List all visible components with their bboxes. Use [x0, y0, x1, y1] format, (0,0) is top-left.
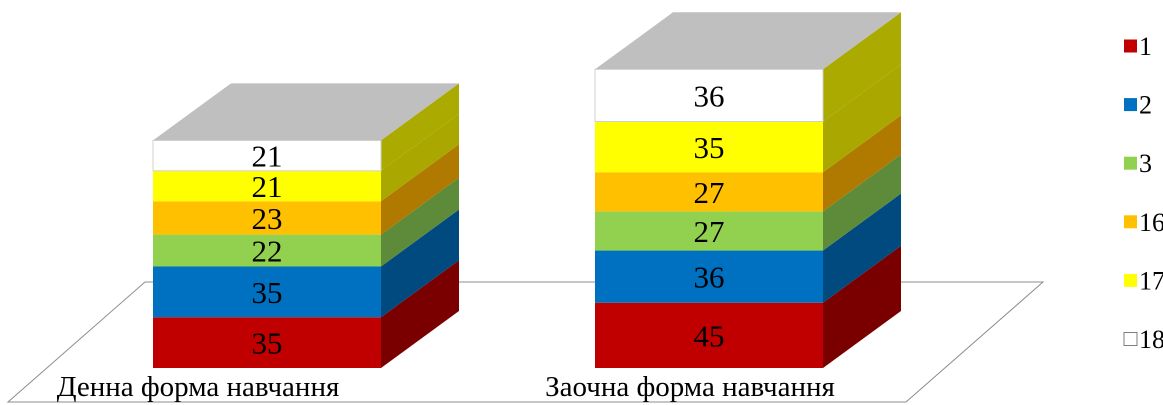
bar-segment-18-2-side [823, 12, 901, 122]
bar-segment-18-1-side [381, 83, 459, 171]
bar-segment-16-2-side [823, 115, 901, 212]
bar-segment-18-2 [594, 68, 824, 123]
legend-swatch-18 [1123, 332, 1138, 346]
bar-top-face-2 [595, 12, 901, 70]
category-labels-group: Денна форма навчання Заочна форма навчанн… [57, 371, 835, 403]
data-label-18-1: 21 [252, 139, 283, 174]
bar-segment-1-2-side [823, 245, 901, 368]
bar-segment-1-2 [595, 302, 823, 368]
legend: 1 2 3 16 17 18 [1123, 32, 1163, 354]
bar-segment-2-2 [595, 250, 823, 303]
bar-segment-17-1 [153, 170, 381, 202]
bar-top-face-1 [153, 83, 459, 141]
bar-segment-17-1-side [381, 113, 459, 202]
legend-swatch-16 [1124, 215, 1137, 229]
bars-group [152, 12, 901, 368]
bar-segment-16-1 [153, 201, 381, 235]
legend-swatch-2 [1124, 98, 1137, 112]
legend-label-1: 1 [1139, 32, 1152, 61]
legend-swatch-3 [1124, 156, 1137, 170]
bar-segment-16-1-side [381, 144, 459, 235]
legend-swatch-1 [1124, 39, 1137, 53]
bar-segment-2-1-side [381, 209, 459, 318]
bar-segment-2-1 [153, 266, 381, 318]
bar-segment-2-2-side [823, 193, 901, 303]
data-label-16-2: 27 [694, 175, 725, 210]
category-label-2: Заочна форма навчання [545, 371, 835, 403]
legend-swatch-17 [1124, 273, 1137, 287]
data-label-1-2: 45 [694, 318, 725, 353]
data-label-18-2: 36 [694, 78, 725, 113]
data-label-1-1: 35 [252, 326, 283, 361]
data-label-16-1: 23 [252, 201, 283, 236]
legend-label-2: 2 [1139, 91, 1152, 120]
legend-label-17: 17 [1139, 266, 1163, 295]
bar-segment-3-2 [595, 211, 823, 251]
bar-segment-1-1 [153, 317, 381, 368]
bar-segment-1-1-side [381, 260, 459, 368]
data-label-17-1: 21 [252, 169, 283, 204]
legend-label-16: 16 [1139, 208, 1163, 237]
data-label-3-1: 22 [252, 234, 283, 269]
data-label-2-2: 36 [694, 260, 725, 295]
data-label-2-1: 35 [252, 275, 283, 310]
category-label-1: Денна форма навчання [57, 371, 340, 403]
bar-segment-18-1 [152, 139, 382, 172]
bar-segment-3-2-side [823, 154, 901, 251]
legend-label-18: 18 [1139, 325, 1163, 354]
data-label-3-2: 27 [694, 214, 725, 249]
chart-floor [6, 281, 1045, 403]
bar-segment-3-1-side [381, 177, 459, 267]
legend-label-3: 3 [1139, 149, 1152, 178]
bar-segment-16-2 [595, 172, 823, 212]
data-label-17-2: 35 [694, 130, 725, 165]
bar-segment-3-1 [153, 234, 381, 267]
bar-segment-17-2 [595, 121, 823, 173]
bar-segment-17-2-side [823, 64, 901, 173]
